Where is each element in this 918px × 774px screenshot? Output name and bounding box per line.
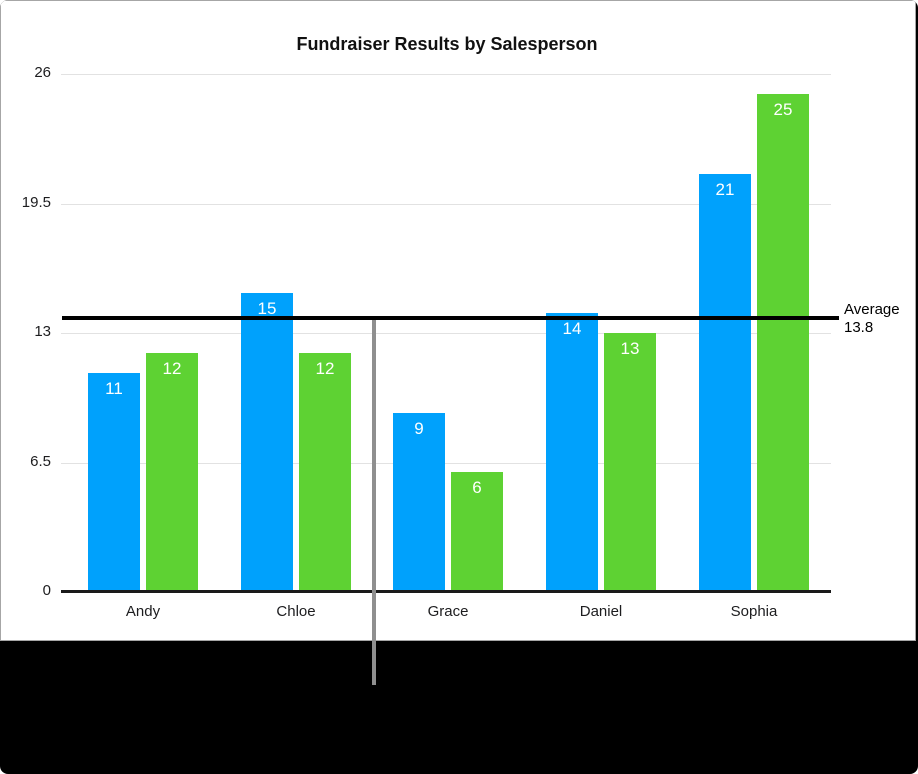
bar-chloe-blue: 15	[241, 293, 293, 592]
gridline-6.5	[61, 463, 831, 464]
xtick-label-andy: Andy	[125, 603, 161, 620]
x-axis-line	[61, 590, 831, 593]
ytick-label-13: 13	[34, 323, 51, 340]
chart-panel: Fundraiser Results by Salesperson Averag…	[0, 0, 916, 641]
ytick-label-19.5: 19.5	[21, 194, 51, 211]
bar-sophia-blue: 21	[699, 174, 751, 592]
bar-daniel-blue: 14	[546, 313, 598, 592]
average-line-label-text: Average	[844, 301, 900, 318]
bar-value-label: 13	[620, 339, 640, 358]
xtick-label-chloe: Chloe	[276, 603, 316, 620]
gridline-19.5	[61, 204, 831, 205]
bar-value-label: 14	[562, 319, 582, 338]
bar-sophia-green: 25	[757, 94, 809, 592]
ytick-label-6.5: 6.5	[30, 453, 51, 470]
callout-line	[372, 317, 376, 685]
ytick-label-0: 0	[42, 582, 51, 599]
xtick-label-daniel: Daniel	[579, 603, 623, 620]
bar-grace-green: 6	[451, 472, 503, 592]
average-line	[62, 316, 839, 320]
xtick-label-sophia: Sophia	[730, 603, 778, 620]
bar-value-label: 11	[105, 379, 123, 398]
xtick-label-grace: Grace	[427, 603, 469, 620]
bar-grace-blue: 9	[393, 413, 445, 592]
bar-value-label: 12	[162, 359, 182, 378]
gridline-13	[61, 333, 831, 334]
bar-value-label: 21	[715, 180, 735, 199]
bar-andy-blue: 11	[88, 373, 140, 592]
bar-value-label: 12	[315, 359, 335, 378]
bar-value-label: 15	[257, 299, 277, 318]
bar-value-label: 25	[773, 100, 793, 119]
gridline-26	[61, 74, 831, 75]
bar-value-label: 6	[472, 478, 482, 497]
average-line-label-value: 13.8	[844, 319, 874, 336]
bar-chloe-green: 12	[299, 353, 351, 592]
bar-andy-green: 12	[146, 353, 198, 592]
bar-daniel-green: 13	[604, 333, 656, 592]
chart-title: Fundraiser Results by Salesperson	[296, 34, 598, 54]
average-line-label: Average 13.8	[844, 301, 900, 337]
bar-value-label: 9	[414, 419, 424, 438]
ytick-label-26: 26	[34, 64, 51, 81]
